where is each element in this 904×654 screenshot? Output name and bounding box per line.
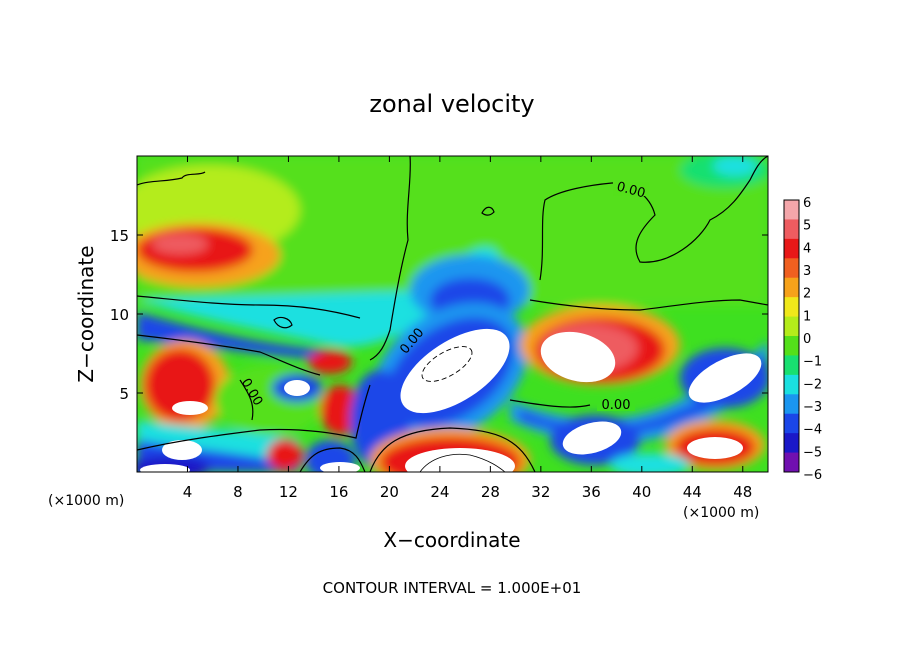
x-tick-label: 36 [582,483,601,501]
heatmap-field: 0.00 0.00 0.00 0.00 [137,156,768,472]
contour-interval-text: CONTOUR INTERVAL = 1.000E+01 [323,579,582,597]
contour-label: 0.00 [602,398,631,413]
colorbar [783,199,800,473]
x-unit-right: (×1000 m) [683,505,759,521]
y-tick-label: 5 [119,385,129,403]
y-axis-ticks: 5 10 15 [110,227,768,403]
colorbar-label: −3 [803,400,822,415]
colorbar-label: 3 [803,264,811,279]
colorbar-label: 0 [803,332,811,347]
negative-contours [421,346,473,382]
colorbar-swatch [784,336,799,356]
colorbar-label: −2 [803,377,822,392]
colorbar-swatch [784,297,799,318]
x-tick-label: 20 [380,483,399,501]
colorbar-swatch [784,258,799,279]
x-tick-label: 12 [279,483,298,501]
colorbar-label: 1 [803,309,811,324]
x-tick-label: 8 [233,483,243,501]
chart-title: zonal velocity [369,90,534,118]
contour-label: 0.00 [615,179,647,201]
colorbar-label: −4 [803,423,822,438]
colorbar-swatch [784,200,799,220]
colorbar-swatch [784,238,799,259]
x-tick-label: 16 [329,483,348,501]
colorbar-label: −6 [803,468,822,483]
x-tick-label: 32 [531,483,550,501]
saturation-patches [140,328,762,472]
x-tick-label: 44 [683,483,702,501]
colorbar-label: 2 [803,287,811,302]
x-tick-label: 48 [733,483,752,501]
x-axis-ticks: 4 8 12 16 20 24 28 32 36 40 44 48 [183,156,752,501]
x-axis-label: X−coordinate [383,528,520,552]
colorbar-swatch [784,219,799,240]
x-unit-left: (×1000 m) [48,493,124,509]
x-tick-label: 4 [183,483,193,501]
colorbar-label: 4 [803,241,811,256]
zero-contours [137,156,768,472]
y-tick-label: 10 [110,306,129,324]
colorbar-ticks: 6 5 4 3 2 1 0 −1 −2 −3 −4 −5 −6 [803,196,822,483]
colorbar-label: −5 [803,445,822,460]
colorbar-frame [783,199,800,473]
colorbar-label: −1 [803,355,822,370]
colorbar-swatch [784,433,799,454]
colorbar-swatch [784,277,799,298]
colorbar-swatch [784,316,799,337]
colorbar-swatch [784,355,799,376]
colorbar-label: 6 [803,196,811,211]
colorbar-swatch [784,413,799,434]
x-tick-label: 24 [430,483,449,501]
y-axis-label: Z−coordinate [74,245,98,382]
y-tick-label: 15 [110,227,129,245]
colorbar-swatch [784,452,799,473]
colorbar-label: 5 [803,219,811,234]
x-tick-label: 40 [632,483,651,501]
x-tick-label: 28 [481,483,500,501]
colorbar-swatch [784,394,799,415]
colorbar-swatch [784,374,799,395]
